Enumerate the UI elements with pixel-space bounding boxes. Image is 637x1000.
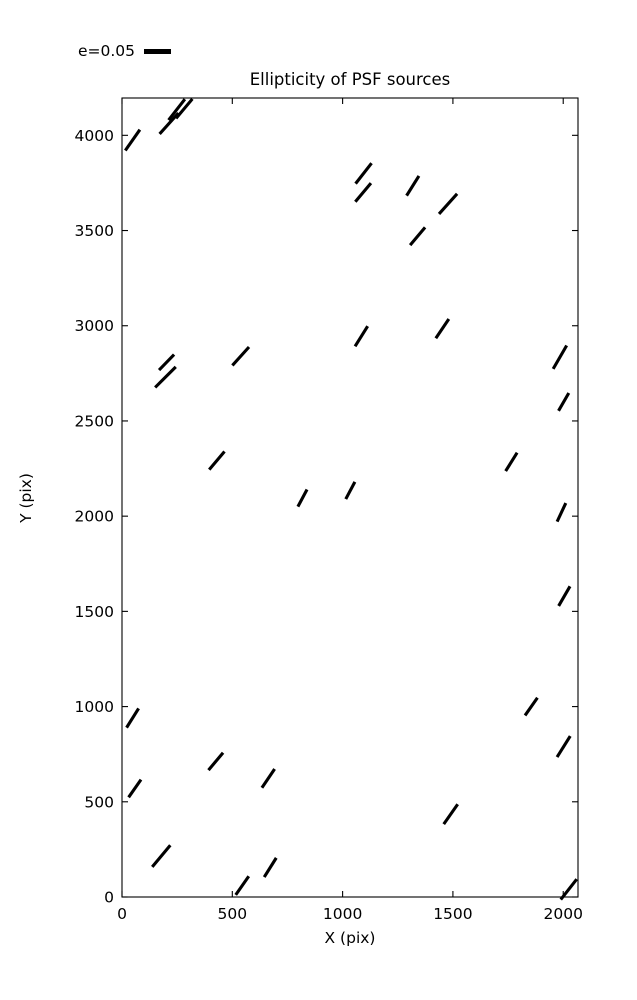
psf-whisker [154,365,177,389]
y-tick-label: 1000 [75,698,114,716]
legend-label: e=0.05 [78,42,136,60]
psf-whisker [523,696,539,717]
psf-whisker [555,502,568,523]
x-tick-label: 2000 [543,905,582,923]
psf-whisker [353,325,369,348]
x-tick-label: 1000 [323,905,362,923]
y-tick-label: 2500 [75,412,114,430]
horizontal-line-swatch-icon [144,49,172,55]
psf-whisker [262,857,278,878]
psf-whisker [442,803,459,826]
psf-whisker [557,392,571,412]
psf-whisker [234,875,251,896]
y-tick-label: 2000 [75,508,114,526]
y-tick-label: 0 [104,889,114,907]
psf-whisker [296,488,309,508]
psf-whisker [208,450,226,471]
axes-frame [121,97,579,898]
psf-whisker [174,97,194,120]
psf-whisker [151,844,172,868]
psf-whisker [504,451,519,472]
psf-whisker [124,128,142,152]
x-tick-label: 500 [218,905,248,923]
psf-whisker [354,162,373,185]
psf-whisker [167,98,187,121]
x-tick-label: 1500 [433,905,472,923]
psf-whisker [207,751,225,772]
psf-whisker [434,318,451,340]
psf-whisker [158,112,180,135]
psf-whisker [260,768,276,789]
y-tick-label: 3000 [75,317,114,335]
axis-ticks [121,98,578,898]
legend: e=0.05 [78,42,172,60]
psf-whisker [231,345,251,367]
x-tick-label: 0 [117,905,127,923]
psf-whisker [344,481,357,500]
y-tick-label: 1500 [75,603,114,621]
psf-whisker [127,778,143,799]
psf-whisker [437,192,459,215]
psf-whisker [408,226,427,247]
page-title: Ellipticity of PSF sources [249,70,451,89]
psf-whisker [354,182,373,203]
y-tick-label: 3500 [75,222,114,240]
whisker-series [124,97,578,901]
axis-tick-labels: 0 500 1000 1500 2000 0 500 1000 1500 2000 2500 3000… [75,127,583,923]
psf-whisker [555,735,572,758]
y-tick-label: 4000 [75,127,114,145]
psf-whisker [125,707,140,729]
psf-whisker [157,353,176,372]
psf-whisker [557,585,572,607]
psf-whisker [405,175,421,197]
psf-whisker [551,344,569,370]
y-axis-title: Y (pix) [17,473,35,524]
x-axis-title: X (pix) [325,929,376,947]
y-tick-label: 500 [84,793,114,811]
